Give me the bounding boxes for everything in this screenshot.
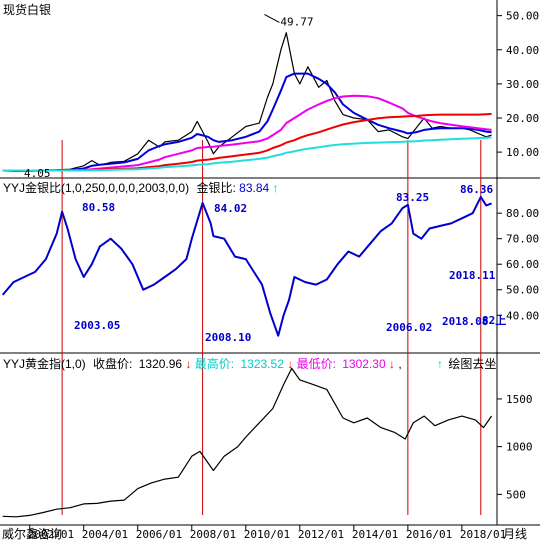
ratio-annotation: 83.25: [396, 191, 429, 204]
gold-close-label: 收盘价:: [93, 356, 132, 371]
gold-title: YYJ黄金指(1,0): [3, 356, 86, 371]
x-tick-label: 2012/01: [298, 528, 344, 540]
ratio-label: 金银比:: [196, 180, 235, 195]
x-tick-label: 2018/01: [460, 528, 506, 540]
gold-low-label: 最低价:: [297, 357, 336, 371]
y-tick-label: 30.00: [506, 78, 539, 91]
close-arrow-down-icon: ↓: [185, 357, 191, 371]
x-tick-label: 2014/01: [352, 528, 398, 540]
gold-high-label: 最高价:: [195, 356, 234, 371]
ratio-annotation: 82上: [482, 313, 506, 327]
gold-high-value: 1323.52: [240, 357, 284, 371]
ratio-annotation: 2006.02: [386, 321, 432, 334]
annotation-peak: 49.77: [280, 15, 313, 28]
y-tick-label: 80.00: [506, 207, 539, 220]
ratio-value: 83.84: [239, 181, 269, 195]
extra-arrow-up-icon: ↑: [437, 357, 443, 371]
ratio-annotation: 80.58: [82, 201, 115, 214]
y-tick-label: 1000: [506, 441, 533, 454]
y-tick-label: 40.00: [506, 309, 539, 322]
x-tick-label: 2002/01: [28, 528, 74, 540]
series-line-ma_cyan: [2, 136, 492, 172]
ratio-panel: 40.00 50.00 60.00 70.00 80.00 80.58 84.02 83.25…: [1, 183, 539, 344]
y-tick-label: 70.00: [506, 233, 539, 246]
ratio-title: YYJ金银比(1,0,250,0,0,0,2003,0,0): [3, 180, 189, 195]
series-line-price: [2, 32, 492, 172]
svg-text:YYJ金银比(1,0,250,0,0,0,2003,0,0): YYJ金银比(1,0,250,0,0,0,2003,0,0) 金银比: 83.8…: [3, 180, 279, 195]
x-tick-label: 2006/01: [136, 528, 182, 540]
y-tick-label: 40.00: [506, 44, 539, 57]
y-tick-label: 60.00: [506, 258, 539, 271]
svg-text:↑ 绘图去坐: ↑ 绘图去坐: [437, 356, 496, 371]
gold-panel: 500 1000 1500: [2, 367, 533, 518]
footer-period: 月线: [503, 527, 527, 540]
ratio-annotation: 86.36: [460, 183, 493, 196]
ratio-annotation: 2018.08: [442, 315, 488, 328]
series-line-收盘价: [2, 367, 493, 518]
low-arrow-down-icon: ↓: [389, 357, 395, 371]
gold-low-value: 1302.30: [342, 357, 386, 371]
silver-title: 现货白银: [3, 2, 51, 17]
ratio-annotation: 84.02: [214, 202, 247, 215]
series-line-金银比: [1, 195, 492, 337]
y-tick-label: 10.00: [506, 146, 539, 159]
series-line-ma_blue: [2, 72, 492, 172]
ratio-annotation: 2003.05: [74, 319, 120, 332]
x-tick-label: 2004/01: [82, 528, 128, 540]
y-tick-label: 500: [506, 488, 526, 501]
y-tick-label: 50.00: [506, 10, 539, 23]
x-tick-label: 2016/01: [406, 528, 452, 540]
gold-extra-label: 绘图去坐: [448, 356, 496, 371]
ratio-annotation: 2008.10: [205, 331, 251, 344]
annotation-low: 4.05: [24, 167, 51, 180]
high-arrow-down-icon: ↓: [287, 357, 293, 371]
x-tick-label: 2010/01: [244, 528, 290, 540]
x-tick-label: 2008/01: [190, 528, 236, 540]
gold-close-value: 1320.96: [139, 357, 183, 371]
peak-pointer: [264, 13, 280, 23]
y-tick-label: 50.00: [506, 284, 539, 297]
ratio-arrow-icon: ↑: [273, 181, 279, 195]
ratio-annotation: 2018.11: [449, 269, 496, 282]
svg-text:YYJ黄金指(1,0) 收盘价: 1320.: YYJ黄金指(1,0) 收盘价: 1320.96 ↓ 最高价: 1323.52 …: [3, 356, 402, 371]
silver-panel: 10.00 20.00 30.00 40.00 50.00 49.77 4.05: [2, 10, 539, 180]
y-tick-label: 20.00: [506, 112, 539, 125]
x-axis: 2002/01 2004/01 2006/01 2008/01 2010/01 2012/…: [28, 525, 506, 540]
series-line-ma_magenta: [2, 94, 492, 172]
footer-brand: 威尔鑫咨询: [2, 526, 62, 540]
y-tick-label: 1500: [506, 393, 533, 406]
